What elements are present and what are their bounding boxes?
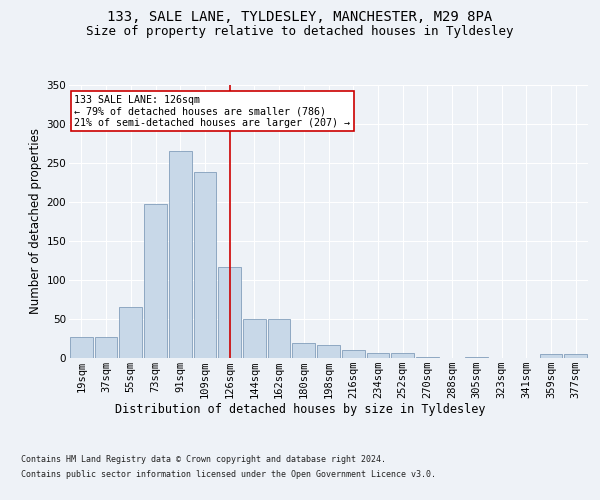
Bar [119,307,142,358]
Text: 133, SALE LANE, TYLDESLEY, MANCHESTER, M29 8PA: 133, SALE LANE, TYLDESLEY, MANCHESTER, M… [107,10,493,24]
Bar [144,204,167,358]
Bar [317,345,340,358]
Text: Contains HM Land Registry data © Crown copyright and database right 2024.: Contains HM Land Registry data © Crown c… [21,455,386,464]
Bar [194,172,216,358]
Bar [367,353,389,358]
Bar [70,338,93,357]
Bar [268,318,290,358]
Bar [564,354,587,358]
Bar [218,267,241,358]
Bar [169,151,191,358]
Text: Size of property relative to detached houses in Tyldesley: Size of property relative to detached ho… [86,25,514,38]
Text: 133 SALE LANE: 126sqm
← 79% of detached houses are smaller (786)
21% of semi-det: 133 SALE LANE: 126sqm ← 79% of detached … [74,94,350,128]
Bar [95,338,118,357]
Bar [391,353,414,358]
Bar [416,356,439,358]
Bar [539,354,562,358]
Text: Distribution of detached houses by size in Tyldesley: Distribution of detached houses by size … [115,402,485,415]
Text: Contains public sector information licensed under the Open Government Licence v3: Contains public sector information licen… [21,470,436,479]
Bar [292,344,315,357]
Y-axis label: Number of detached properties: Number of detached properties [29,128,43,314]
Bar [342,350,365,358]
Bar [243,318,266,358]
Bar [466,356,488,358]
